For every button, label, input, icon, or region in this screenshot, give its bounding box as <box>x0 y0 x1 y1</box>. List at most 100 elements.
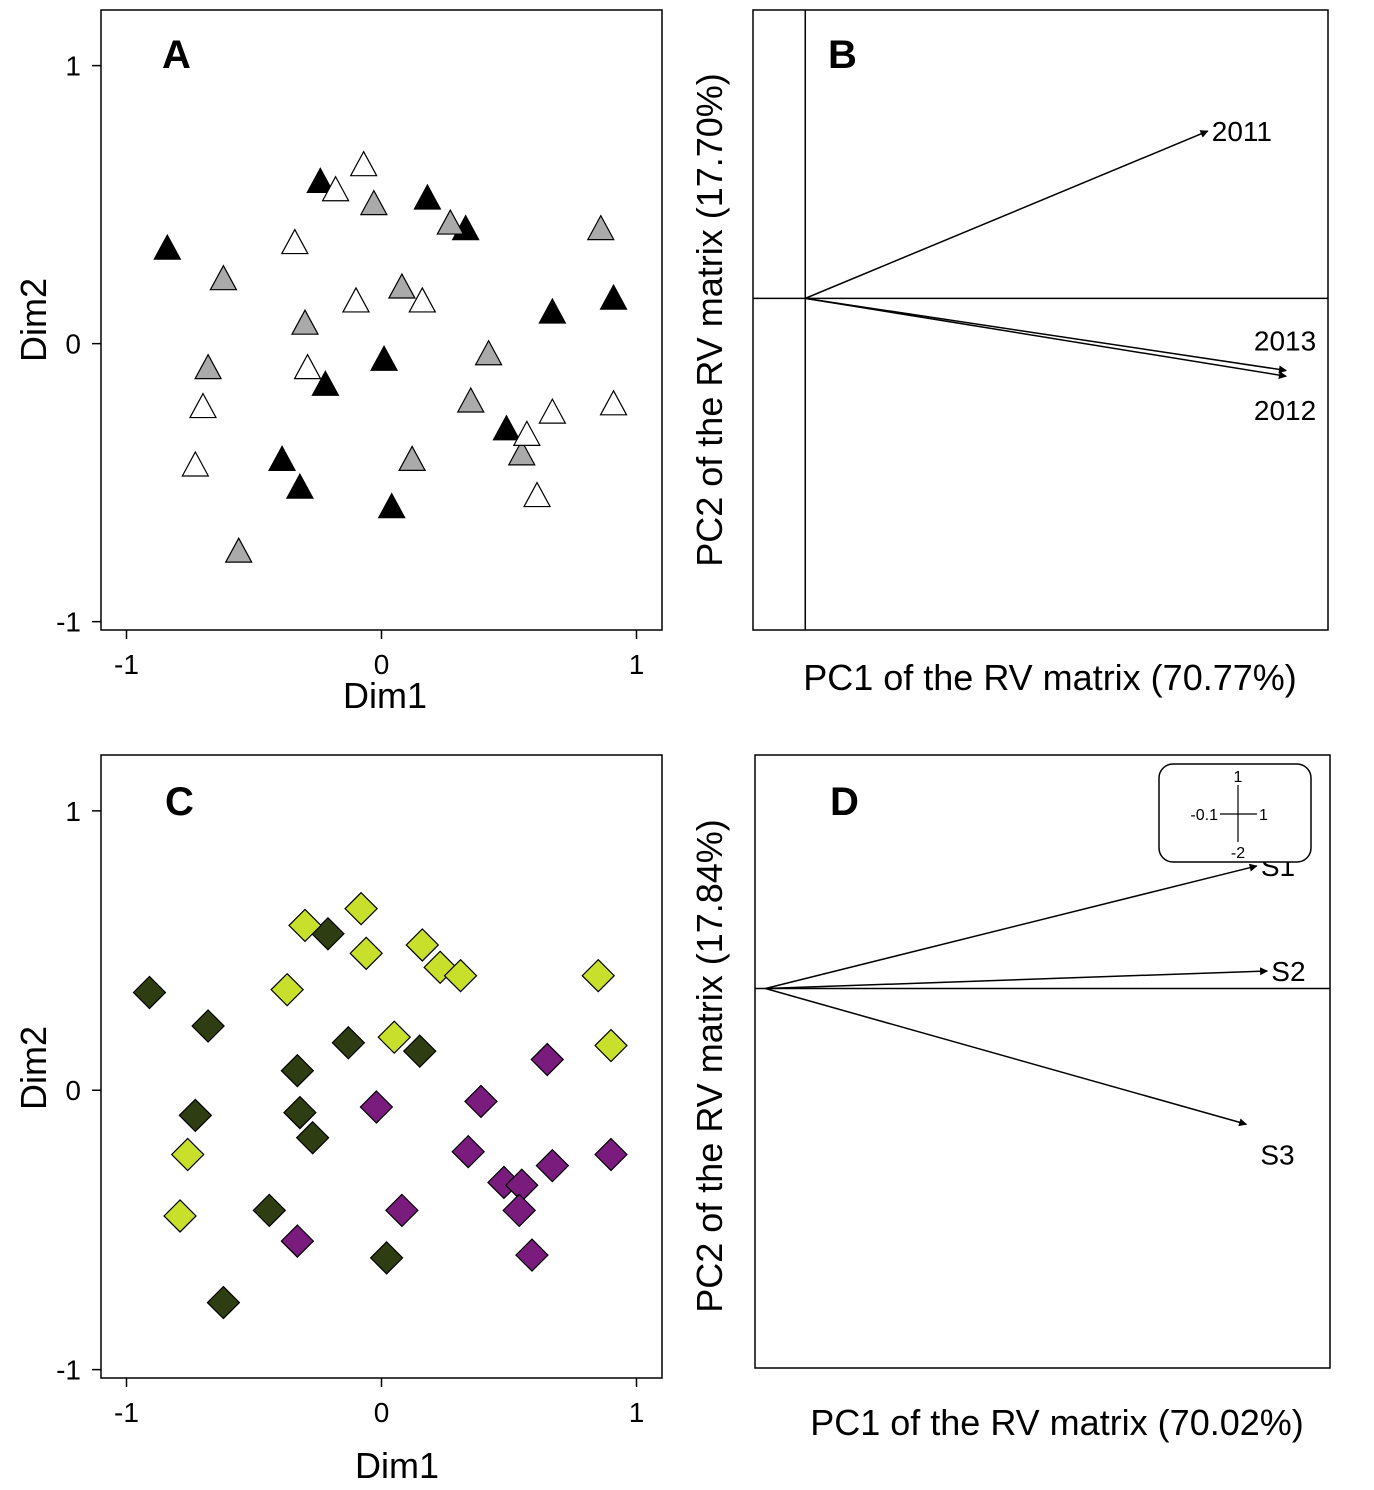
point-a-s0-2 <box>413 183 442 210</box>
plot-frame-c <box>100 754 663 1379</box>
point-a-s0-6 <box>370 345 399 371</box>
vector-label-b-2011: 2011 <box>1212 116 1272 147</box>
point-c-s1-11 <box>163 1199 197 1233</box>
point-c-s1-7 <box>594 1028 628 1063</box>
vector-label-d-s3: S3 <box>1260 1139 1294 1170</box>
point-c-s2-1 <box>359 1090 394 1124</box>
x-tick-label-c-2: 1 <box>629 1397 645 1428</box>
vector-d-s3 <box>765 987 1248 1127</box>
point-c-s1-10 <box>170 1137 205 1172</box>
point-a-s0-9 <box>285 472 314 499</box>
point-c-s2-0 <box>530 1042 565 1077</box>
point-a-s1-10 <box>507 439 536 466</box>
point-a-s1-9 <box>398 445 427 472</box>
panel-b: B PC1 of the RV matrix (70.77%) PC2 of t… <box>689 9 1329 698</box>
point-a-s1-5 <box>290 308 320 335</box>
point-c-s0-7 <box>283 1095 317 1130</box>
point-a-s2-8 <box>512 420 541 446</box>
point-a-s0-5 <box>599 283 628 310</box>
point-a-s2-5 <box>293 353 322 380</box>
point-a-s1-7 <box>194 353 223 380</box>
plot-frame-a <box>100 9 663 631</box>
point-c-s0-9 <box>252 1193 287 1228</box>
point-c-s0-5 <box>280 1053 315 1088</box>
point-a-s2-4 <box>408 286 437 313</box>
point-a-s2-9 <box>538 397 567 424</box>
point-a-s1-1 <box>359 189 388 216</box>
point-a-s2-0 <box>349 150 378 177</box>
vector-d-s2 <box>765 967 1269 990</box>
scale-inset-right: 1 <box>1259 807 1268 824</box>
vector-label-d-s2: S2 <box>1271 956 1305 987</box>
panel-d: D PC1 of the RV matrix (70.02%) PC2 of t… <box>689 754 1331 1443</box>
point-a-s0-10 <box>377 492 406 519</box>
point-a-s1-11 <box>224 536 253 563</box>
point-a-s0-11 <box>492 414 521 441</box>
x-axis-label-a: Dim1 <box>343 675 427 716</box>
y-tick-label-c-2: 1 <box>65 796 81 827</box>
point-c-s1-5 <box>443 958 478 993</box>
point-a-s0-7 <box>311 370 340 396</box>
point-c-s2-8 <box>594 1137 628 1172</box>
x-axis-label-d: PC1 of the RV matrix (70.02%) <box>810 1402 1304 1443</box>
point-c-s2-6 <box>502 1193 537 1228</box>
point-c-s0-4 <box>402 1034 437 1068</box>
x-axis-label-c: Dim1 <box>355 1445 439 1485</box>
point-c-s1-2 <box>349 936 384 971</box>
vector-b-2012 <box>805 297 1287 380</box>
point-c-s2-11 <box>280 1224 315 1258</box>
plot-area-a: -1 0 1 -1 0 1 <box>56 51 644 680</box>
vector-d-s1 <box>765 863 1258 990</box>
point-a-s2-6 <box>188 392 218 419</box>
point-a-s0-1 <box>306 167 335 193</box>
point-c-s1-0 <box>288 908 322 943</box>
point-c-s0-0 <box>132 975 167 1010</box>
x-tick-label-c-1: 0 <box>374 1397 390 1428</box>
point-a-s2-3 <box>341 286 371 313</box>
point-c-s2-3 <box>451 1134 486 1169</box>
point-c-s1-6 <box>581 958 616 993</box>
vector-b-2011 <box>804 130 1209 300</box>
y-axis-label-d: PC2 of the RV matrix (17.84%) <box>689 819 730 1313</box>
plot-area-c: -1 0 1 -1 0 1 <box>56 796 644 1428</box>
x-tick-label-a-2: 1 <box>629 649 645 680</box>
point-a-s1-3 <box>586 214 615 241</box>
point-a-s2-2 <box>280 228 309 255</box>
point-c-s0-11 <box>206 1285 241 1320</box>
point-c-s1-3 <box>405 928 440 962</box>
y-axis-label-b: PC2 of the RV matrix (17.70%) <box>689 73 730 567</box>
point-c-s0-8 <box>295 1120 330 1155</box>
panel-letter-a: A <box>162 33 191 77</box>
panel-letter-b: B <box>828 33 857 77</box>
point-a-s2-11 <box>523 481 552 508</box>
vector-label-b-2012: 2012 <box>1254 395 1316 426</box>
y-tick-label-a-1: 0 <box>65 329 81 360</box>
point-c-s2-2 <box>464 1084 498 1119</box>
point-a-s1-2 <box>436 208 465 235</box>
point-c-s0-10 <box>369 1241 404 1275</box>
x-tick-label-a-0: -1 <box>114 649 139 680</box>
y-tick-label-a-0: -1 <box>56 607 81 638</box>
plot-frame-d <box>754 754 1331 1369</box>
panel-letter-c: C <box>165 780 194 824</box>
point-a-s0-4 <box>538 297 567 324</box>
scale-inset-top: 1 <box>1234 769 1243 786</box>
point-c-s1-9 <box>377 1020 412 1055</box>
panel-letter-d: D <box>830 780 859 824</box>
point-a-s1-6 <box>474 339 503 366</box>
point-c-s2-9 <box>385 1193 419 1228</box>
y-tick-label-a-2: 1 <box>65 51 81 82</box>
point-a-s1-4 <box>387 272 416 299</box>
point-a-s0-0 <box>153 233 182 260</box>
point-c-s2-10 <box>515 1238 549 1272</box>
point-a-s2-1 <box>321 175 350 202</box>
panel-a: A Dim1 Dim2 -1 0 1 -1 0 1 <box>13 9 663 716</box>
plot-area-b: 2011 2013 2012 <box>753 10 1328 630</box>
scale-inset-left: -0.1 <box>1190 807 1218 824</box>
x-axis-label-b: PC1 of the RV matrix (70.77%) <box>803 657 1297 698</box>
point-a-s2-10 <box>599 389 628 416</box>
x-tick-label-c-0: -1 <box>114 1397 139 1428</box>
y-tick-label-c-0: -1 <box>56 1355 81 1386</box>
